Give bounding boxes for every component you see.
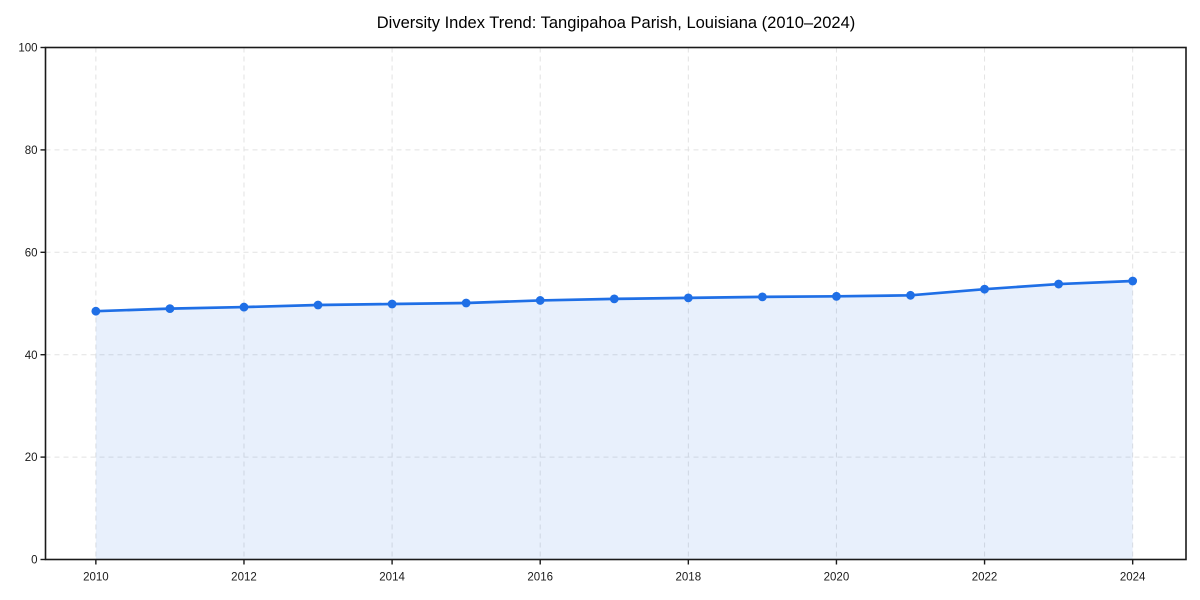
y-axis-tick-label: 100 <box>18 43 37 55</box>
y-axis-tick-label: 80 <box>25 145 38 157</box>
data-point-2017 <box>609 294 619 304</box>
data-point-2020 <box>832 291 841 301</box>
x-axis-tick-label: 2018 <box>676 572 702 584</box>
data-point-2024 <box>1128 276 1138 286</box>
data-point-2021 <box>906 290 915 300</box>
data-point-2023 <box>1054 279 1064 289</box>
x-axis-tick-label: 2010 <box>83 572 109 584</box>
plot-border <box>44 46 1187 561</box>
data-point-2022 <box>980 284 989 294</box>
data-point-2013 <box>313 300 323 310</box>
data-point-2011 <box>165 304 175 314</box>
x-axis-tick-label: 2022 <box>972 572 998 584</box>
chart-title: Diversity Index Trend: Tangipahoa Parish… <box>376 14 856 32</box>
data-point-2016 <box>535 296 545 305</box>
y-axis-tick-label: 20 <box>25 452 38 464</box>
x-axis-tick-label: 2014 <box>379 572 405 584</box>
data-point-2018 <box>683 293 693 303</box>
y-axis-tick-label: 0 <box>31 555 37 567</box>
data-point-2014 <box>387 299 397 309</box>
y-axis-tick-label: 60 <box>25 247 38 259</box>
x-axis-tick-label: 2016 <box>527 572 553 584</box>
data-point-2015 <box>461 298 471 308</box>
area-fill <box>95 280 1133 560</box>
data-point-2010 <box>91 306 101 316</box>
y-axis-tick-label: 40 <box>25 350 38 362</box>
x-axis-tick-label: 2024 <box>1120 572 1146 584</box>
data-point-2019 <box>757 292 767 302</box>
x-axis-tick-label: 2012 <box>231 572 257 584</box>
x-axis-tick-label: 2020 <box>824 572 850 584</box>
data-point-2012 <box>239 302 249 312</box>
